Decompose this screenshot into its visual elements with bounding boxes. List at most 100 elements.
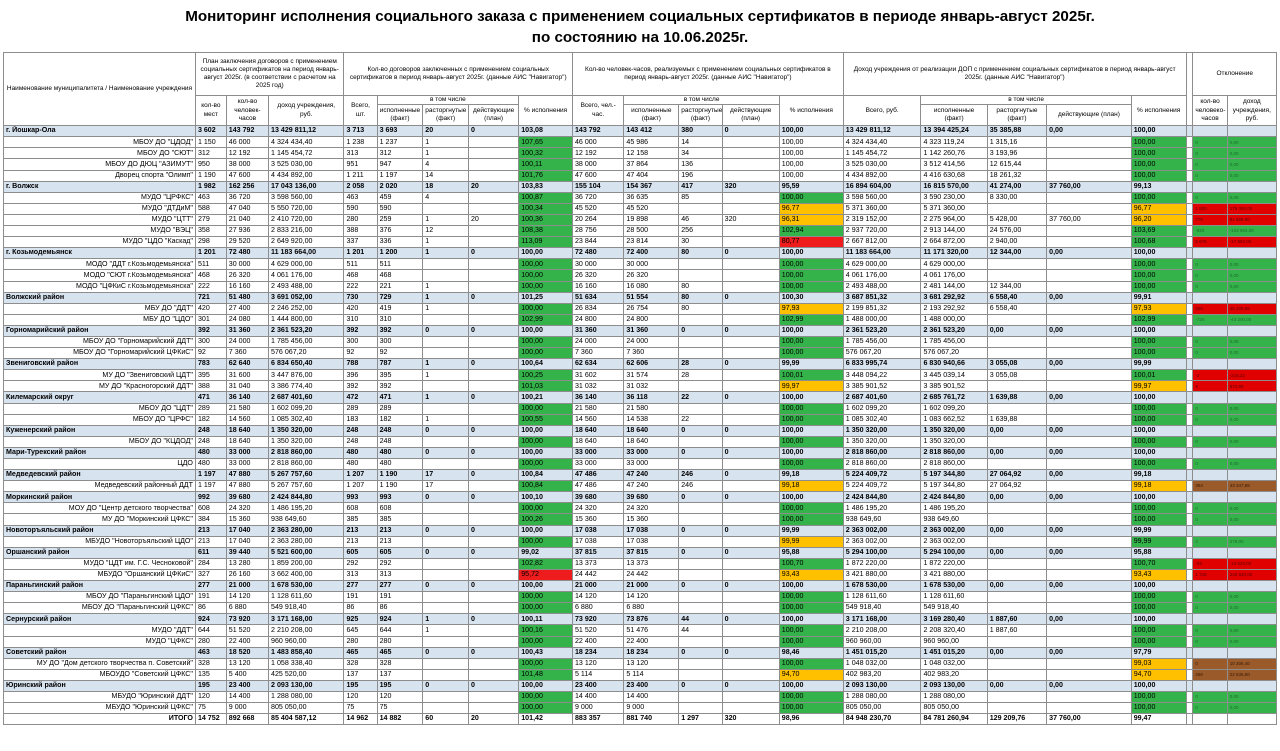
value-cell: 1 211 [343, 169, 378, 182]
value-cell: 143 792 [225, 125, 270, 138]
value-cell: 18 640 [225, 435, 270, 448]
value-cell: 1 [422, 136, 469, 149]
value-cell [467, 169, 520, 182]
value-cell: 1 486 195,20 [920, 502, 988, 515]
value-cell: 196 [678, 169, 723, 182]
value-cell: 37 815 [623, 546, 680, 559]
value-cell: 195 [343, 679, 378, 692]
value-cell: 0 [467, 524, 520, 537]
value-cell: 45 520 [623, 202, 680, 215]
value-cell [1046, 690, 1132, 704]
value-cell: 2 363 280,00 [268, 524, 345, 537]
value-cell [678, 380, 723, 393]
value-cell [1046, 635, 1132, 648]
value-cell [721, 225, 780, 238]
value-cell: 1 190 [376, 480, 424, 493]
percent-cell: 98,46 [778, 646, 844, 659]
deviation-cell: 0,00 [1226, 413, 1278, 426]
table-row: МБОУ ДО "КЦДОД" 248 18 640 1 350 320,00 248 2… [3, 435, 1278, 448]
value-cell [721, 335, 780, 349]
district-row: Мари-Турекский район 480 33 000 2 818 860,0… [3, 446, 1278, 460]
deviation-cell [1192, 446, 1228, 460]
value-cell: 1 872 220,00 [920, 557, 988, 570]
institution-name: Килемарский округ [3, 391, 196, 404]
institution-name: Оршанский район [3, 546, 196, 559]
value-cell [467, 191, 520, 204]
institution-name: МУДО "ЦДО "Каскад" [3, 236, 196, 249]
value-cell [721, 568, 780, 582]
value-cell: 5 224 409,72 [842, 480, 922, 493]
value-cell: 2 363 002,00 [920, 524, 988, 537]
deviation-cell [1226, 125, 1278, 138]
value-cell [721, 313, 780, 326]
deviation-cell: 286 [1192, 668, 1228, 681]
value-cell: 4 061 176,00 [920, 269, 988, 282]
value-cell: 2 913 144,00 [920, 225, 988, 238]
header-contracts-pct: % исполнения [518, 94, 573, 127]
percent-cell: 107,65 [518, 136, 573, 149]
value-cell: 511 [194, 258, 227, 271]
value-cell [721, 635, 780, 648]
value-cell: 0 [678, 679, 723, 692]
spacer-cell [1185, 313, 1194, 326]
percent-cell: 99,99 [1130, 358, 1187, 371]
value-cell [422, 568, 469, 582]
value-cell: 0,00 [986, 446, 1048, 460]
table-row: Медведевский районный ДДТ 1 197 47 880 5 26… [3, 480, 1278, 493]
value-cell [467, 225, 520, 238]
value-cell: 1 201 [194, 247, 227, 260]
deviation-cell [1226, 424, 1278, 437]
value-cell: 80 [678, 247, 723, 260]
value-cell: 938 649,60 [268, 513, 345, 526]
value-cell: 463 [194, 191, 227, 204]
value-cell: 18 640 [225, 424, 270, 437]
value-cell [422, 258, 469, 271]
value-cell: 1 315,16 [986, 136, 1048, 149]
percent-cell: 113,09 [518, 236, 573, 249]
value-cell: 31 360 [571, 324, 625, 337]
value-cell [1046, 236, 1132, 249]
value-cell: 31 360 [623, 324, 680, 337]
value-cell: 5 550 720,00 [268, 202, 345, 215]
value-cell: 0 [467, 358, 520, 371]
deviation-cell [1192, 613, 1228, 626]
spacer-cell [1185, 458, 1194, 471]
value-cell: 511 [376, 258, 424, 271]
deviation-cell: 10 306,40 [1226, 657, 1278, 670]
value-cell: 213 [376, 524, 424, 537]
value-cell: 16 160 [225, 280, 270, 293]
percent-cell: 100,00 [1130, 335, 1187, 349]
institution-name: Новоторъяльский район [3, 524, 196, 537]
value-cell: 13 394 425,24 [920, 125, 988, 138]
value-cell: 0,00 [986, 524, 1048, 537]
value-cell: 84 948 230,70 [842, 713, 922, 726]
value-cell: 27 064,92 [986, 469, 1048, 482]
value-cell: 21 580 [571, 402, 625, 415]
value-cell: 195 [194, 679, 227, 692]
spacer-cell [1185, 258, 1194, 271]
spacer-cell [1185, 702, 1194, 715]
value-cell: 183 [343, 413, 378, 426]
value-cell: 0,00 [986, 324, 1048, 337]
value-cell [721, 202, 780, 215]
percent-cell: 100,00 [1130, 324, 1187, 337]
value-cell: 36 118 [623, 391, 680, 404]
value-cell: 960 960,00 [920, 635, 988, 648]
value-cell: 576 067,20 [842, 347, 922, 360]
percent-cell: 100,00 [1130, 690, 1187, 704]
value-cell: 392 [194, 324, 227, 337]
value-cell [678, 535, 723, 548]
value-cell [1046, 169, 1132, 182]
percent-cell: 100,21 [518, 391, 573, 404]
value-cell: 26 160 [225, 568, 270, 582]
value-cell [467, 302, 520, 315]
value-cell: 1 288 080,00 [268, 690, 345, 704]
value-cell: 0 [721, 679, 780, 692]
institution-name: МБОУ ДО "Горномарийский ЦФКиС" [3, 347, 196, 360]
value-cell [1046, 480, 1132, 493]
value-cell: 14 560 [225, 413, 270, 426]
report-title-line2: по состоянию на 10.06.2025г. [531, 29, 749, 46]
value-cell: 44 [678, 613, 723, 626]
institution-name: г. Волжск [3, 180, 196, 193]
deviation-cell: 0 [1192, 657, 1228, 670]
